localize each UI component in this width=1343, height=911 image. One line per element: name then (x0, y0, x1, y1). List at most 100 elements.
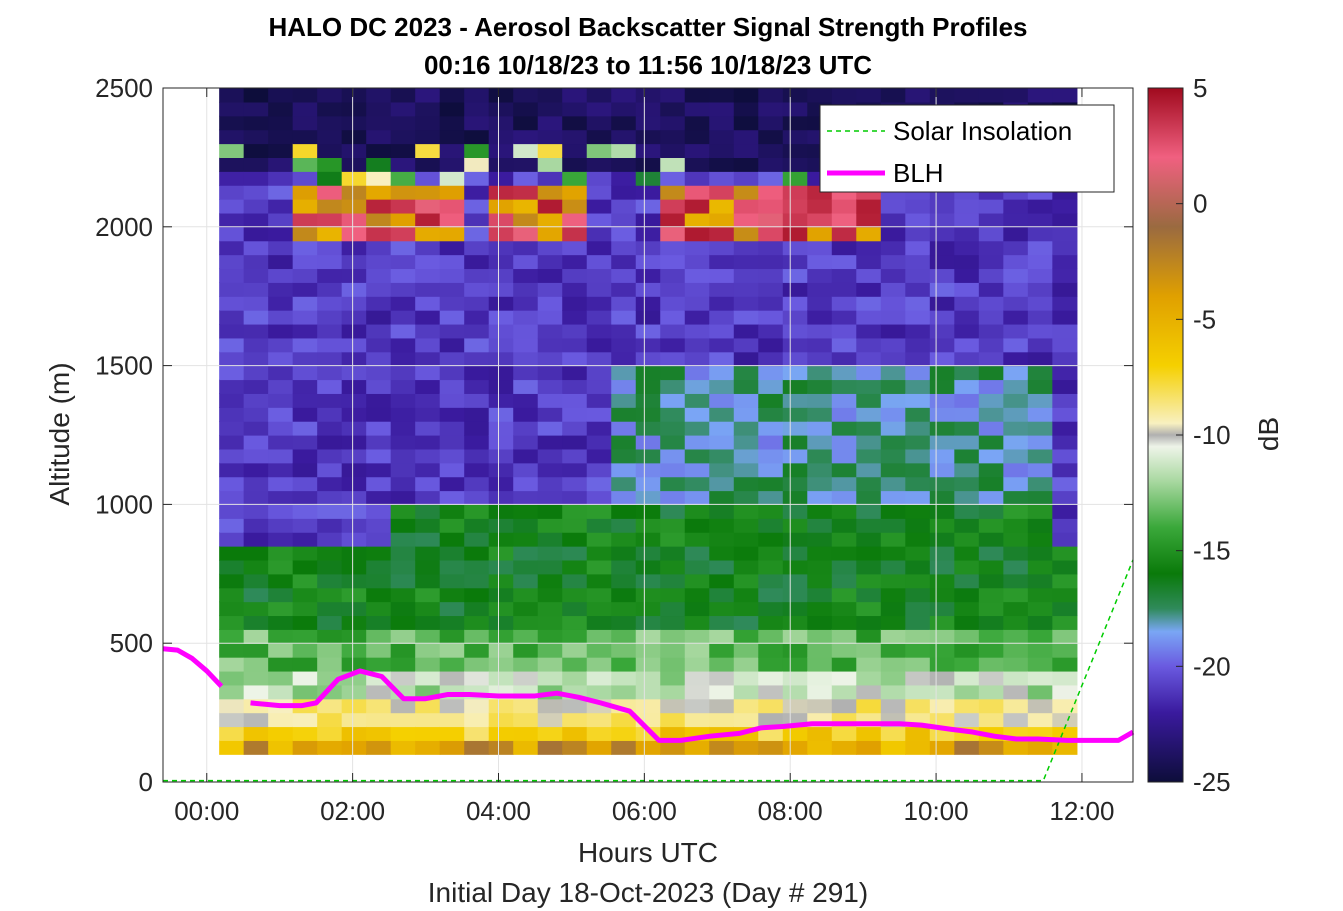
heatmap-cell (341, 157, 367, 172)
heatmap-cell (586, 546, 612, 561)
heatmap-cell (1003, 226, 1029, 242)
heatmap-cell (439, 310, 465, 325)
heatmap-cell (831, 310, 857, 325)
heatmap-cell (831, 435, 857, 450)
heatmap-cell (709, 282, 735, 297)
heatmap-cell (537, 601, 563, 617)
heatmap-cell (292, 143, 318, 158)
heatmap-cell (243, 435, 269, 450)
heatmap-cell (758, 254, 784, 270)
heatmap-cell (831, 351, 857, 367)
heatmap-cell (341, 490, 367, 505)
heatmap-cell (292, 101, 318, 117)
heatmap-cell (660, 462, 686, 478)
heatmap-cell (219, 532, 245, 547)
heatmap-cell (978, 435, 1004, 450)
heatmap-cell (464, 393, 490, 408)
heatmap-cell (586, 670, 612, 686)
heatmap-cell (1003, 351, 1029, 367)
heatmap-cell (1003, 199, 1029, 214)
heatmap-cell (611, 546, 637, 561)
heatmap-cell (1027, 254, 1053, 270)
heatmap-cell (1052, 435, 1078, 450)
heatmap-cell (439, 323, 465, 339)
heatmap-cell (954, 601, 980, 617)
heatmap-cell (733, 101, 759, 117)
heatmap-cell (464, 171, 490, 186)
heatmap-cell (1052, 268, 1078, 283)
heatmap-cell (513, 101, 539, 117)
heatmap-cell (537, 476, 563, 492)
heatmap-cell (929, 462, 955, 478)
heatmap-cell (562, 712, 588, 728)
heatmap-cell (562, 657, 588, 672)
heatmap-cell (758, 351, 784, 367)
heatmap-cell (856, 504, 882, 519)
heatmap-cell (758, 310, 784, 325)
heatmap-cell (660, 448, 686, 464)
heatmap-cell (929, 629, 955, 644)
heatmap-cell (366, 407, 392, 422)
y-tick-label: 500 (110, 628, 153, 658)
heatmap-cell (341, 684, 367, 700)
heatmap-cell (684, 435, 710, 450)
heatmap-cell (219, 657, 245, 672)
heatmap-cell (905, 670, 931, 686)
heatmap-cell (831, 212, 857, 228)
heatmap-cell (684, 546, 710, 561)
heatmap-cell (243, 615, 269, 630)
heatmap-cell (905, 296, 931, 311)
heatmap-cell (464, 296, 490, 311)
heatmap-cell (905, 629, 931, 644)
heatmap-cell (978, 254, 1004, 270)
colorbar-tick-label: -15 (1193, 536, 1231, 566)
heatmap-cell (660, 657, 686, 672)
heatmap-cell (488, 629, 514, 644)
heatmap-cell (905, 490, 931, 505)
heatmap-cell (243, 88, 269, 103)
heatmap-cell (292, 587, 318, 603)
heatmap-cell (439, 226, 465, 242)
heatmap-cell (562, 226, 588, 242)
heatmap-cell (905, 587, 931, 603)
heatmap-cell (880, 421, 906, 436)
heatmap-cell (1027, 504, 1053, 519)
heatmap-cell (1052, 504, 1078, 519)
heatmap-cell (1027, 421, 1053, 436)
heatmap-cell (268, 421, 294, 436)
heatmap-cell (366, 129, 392, 145)
heatmap-cell (856, 365, 882, 381)
heatmap-cell (243, 393, 269, 408)
heatmap-cell (292, 657, 318, 672)
heatmap-cell (880, 212, 906, 228)
heatmap-cell (586, 504, 612, 519)
heatmap-cell (464, 601, 490, 617)
heatmap-cell (537, 351, 563, 367)
heatmap-cell (439, 518, 465, 533)
heatmap-cell (341, 573, 367, 589)
heatmap-cell (390, 171, 416, 186)
heatmap-cell (807, 546, 833, 561)
heatmap-cell (880, 282, 906, 297)
heatmap-cell (660, 254, 686, 270)
heatmap-cell (317, 615, 343, 630)
heatmap-cell (562, 643, 588, 658)
heatmap-cell (684, 532, 710, 547)
heatmap-cell (586, 518, 612, 533)
heatmap-cell (635, 240, 661, 256)
heatmap-cell (562, 171, 588, 186)
heatmap-cell (807, 199, 833, 214)
heatmap-cell (611, 559, 637, 575)
heatmap-cell (733, 518, 759, 533)
heatmap-cell (1003, 365, 1029, 381)
heatmap-cell (439, 421, 465, 436)
heatmap-cell (758, 379, 784, 394)
heatmap-cell (782, 268, 808, 283)
heatmap-cell (390, 462, 416, 478)
heatmap-cell (831, 587, 857, 603)
heatmap-cell (929, 337, 955, 353)
heatmap-cell (268, 185, 294, 200)
heatmap-cell (856, 698, 882, 714)
heatmap-cell (758, 476, 784, 492)
heatmap-cell (831, 296, 857, 311)
